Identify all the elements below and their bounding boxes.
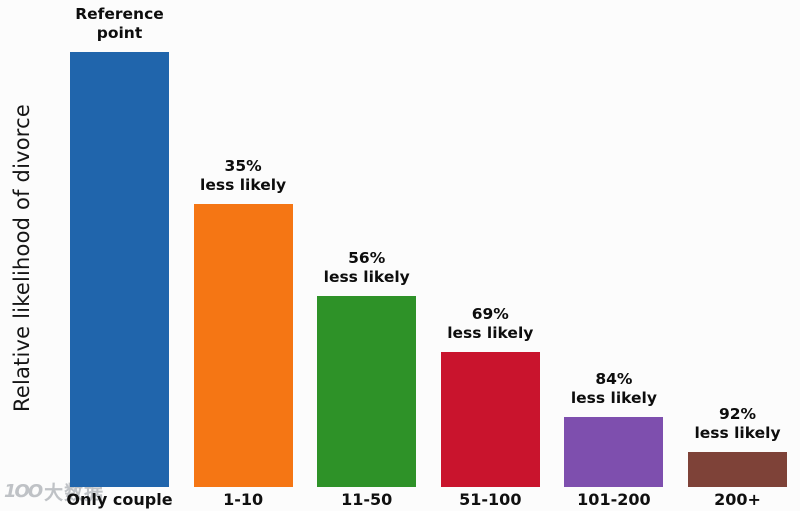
annotation-line2: less likely <box>447 324 534 342</box>
watermark-logo: 1OO <box>4 481 43 502</box>
annotation-line1: 69% <box>471 305 509 323</box>
bar-200- <box>688 452 787 487</box>
x-tick-label-101-200: 101-200 <box>577 490 651 509</box>
x-tick-label-200-: 200+ <box>714 490 761 509</box>
bar-51-100 <box>440 352 540 487</box>
annotation-line1: 35% <box>224 157 262 175</box>
bar-annotation-101-200: 84% less likely <box>539 370 689 408</box>
annotation-line2: less likely <box>570 389 657 407</box>
x-tick-label-only-couple: Only couple <box>66 490 173 509</box>
annotation-line1: Reference <box>75 5 164 23</box>
annotation-line1: 56% <box>348 249 386 267</box>
annotation-line1: 92% <box>718 405 757 423</box>
x-tick-label-11-50: 11-50 <box>341 490 393 509</box>
annotation-line2: less likely <box>694 424 781 442</box>
bar-annotation-51-100: 69% less likely <box>415 305 565 343</box>
bar-only-couple <box>70 52 169 487</box>
bar-11-50 <box>317 296 417 487</box>
bar-annotation-1-10: 35% less likely <box>168 157 318 195</box>
bar-101-200 <box>564 417 664 487</box>
bar-annotation-200-: 92% less likely <box>663 405 800 443</box>
annotation-line1: 84% <box>595 370 633 388</box>
watermark-text: 大数据 <box>44 482 105 504</box>
annotation-line2: less likely <box>323 268 410 286</box>
bar-annotation-11-50: 56% less likely <box>292 249 442 287</box>
bar-1-10 <box>193 204 293 487</box>
watermark: 1OO 大数据 <box>4 478 104 505</box>
x-tick-label-51-100: 51-100 <box>459 490 522 509</box>
annotation-line2: point <box>96 24 143 42</box>
x-tick-label-1-10: 1-10 <box>223 490 264 509</box>
bar-annotation-only-couple: Reference point <box>45 5 195 43</box>
annotation-line2: less likely <box>200 176 287 194</box>
